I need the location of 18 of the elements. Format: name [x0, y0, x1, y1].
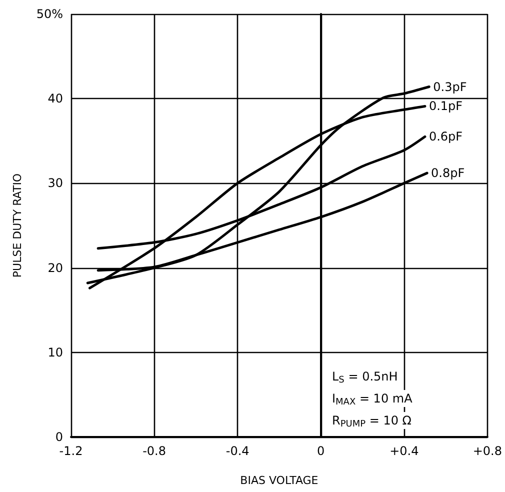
y-tick-label: 40: [48, 92, 63, 106]
x-tick-label: -0.8: [142, 444, 166, 458]
x-tick-label: +0.4: [390, 444, 419, 458]
y-tick-label: 0: [55, 430, 63, 444]
y-tick-label: 20: [48, 260, 63, 275]
series-label: 0.6pF: [428, 130, 463, 144]
y-tick-label: 10: [48, 345, 63, 360]
x-tick-label: +0.8: [472, 444, 502, 458]
series-label: 0.8pF: [431, 166, 465, 180]
series-label: 0.1pF: [428, 99, 463, 114]
x-tick-label: -1.2: [59, 444, 83, 458]
series-label: 0.3pF: [433, 80, 467, 94]
x-tick-label: 0: [317, 444, 325, 458]
y-tick-label: 30: [48, 176, 63, 190]
x-tick-label: -0.4: [226, 444, 250, 458]
y-axis-title: PULSE DUTY RATIO: [11, 173, 24, 278]
x-axis-title: BIAS VOLTAGE: [240, 474, 318, 487]
y-tick-label: 50%: [36, 7, 63, 21]
